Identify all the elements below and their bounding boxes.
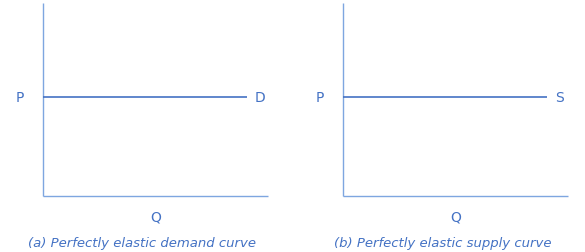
Text: S: S — [555, 90, 564, 104]
Text: Q: Q — [450, 210, 461, 224]
Text: Q: Q — [150, 210, 161, 224]
Text: D: D — [254, 90, 266, 104]
Text: (b) Perfectly elastic supply curve: (b) Perfectly elastic supply curve — [334, 236, 552, 249]
Text: P: P — [316, 90, 324, 104]
Text: (a) Perfectly elastic demand curve: (a) Perfectly elastic demand curve — [28, 236, 256, 249]
Text: P: P — [15, 90, 24, 104]
